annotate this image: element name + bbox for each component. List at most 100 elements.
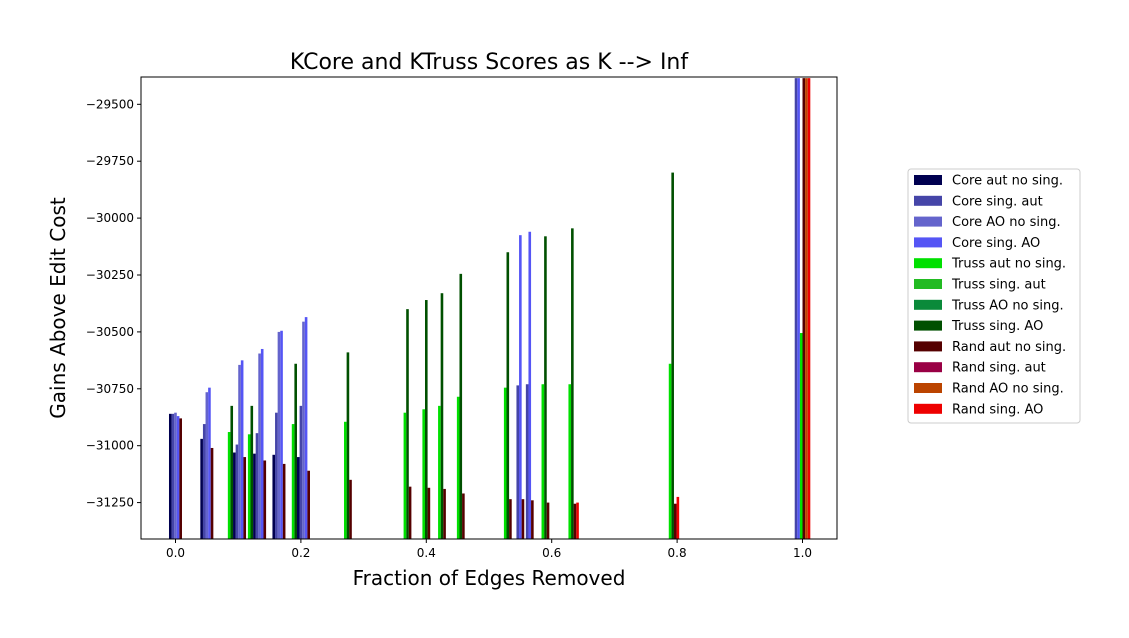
- bar-truss-sing-ao-7: [406, 309, 409, 539]
- legend-swatch: [914, 216, 942, 227]
- bar-rand-aut-no-sing-9: [443, 488, 446, 539]
- bar-truss-aut-no-sing-16: [668, 363, 672, 539]
- bar-core-sing-aut-3: [255, 433, 259, 539]
- legend-entry-label: Core AO no sing.: [952, 215, 1061, 230]
- bar-core-sing-ao-0: [176, 416, 180, 539]
- x-tick-label: 1.0: [793, 546, 812, 560]
- legend-swatch: [914, 383, 942, 393]
- bar-core-sing-aut-12: [516, 385, 520, 539]
- bar-rand-sing-ao-15: [576, 502, 579, 539]
- legend-swatch: [914, 341, 942, 352]
- x-tick-label: 0.6: [542, 546, 561, 560]
- bar-core-sing-ao-13: [528, 231, 532, 539]
- bar-rand-sing-ao-16: [676, 496, 680, 539]
- legend-entry-label: Core sing. AO: [952, 236, 1040, 251]
- bar-rand-aut-no-sing-6: [349, 479, 352, 539]
- legend-entry-label: Core aut no sing.: [952, 174, 1063, 189]
- bar-truss-sing-ao-3: [250, 405, 254, 539]
- bar-rand-aut-no-sing-8: [427, 487, 431, 539]
- legend-entry-label: Truss aut no sing.: [951, 257, 1066, 272]
- bar-core-sing-ao-1: [208, 387, 211, 539]
- bars-layer: [168, 78, 811, 540]
- bar-core-sing-aut-4: [275, 412, 278, 539]
- bar-truss-aut-no-sing-2: [227, 432, 231, 539]
- bar-truss-sing-ao-2: [230, 405, 234, 539]
- bar-core-aut-no-sing-2: [233, 452, 236, 539]
- x-tick-label: 0.4: [417, 546, 436, 560]
- bar-truss-aut-no-sing-6: [344, 421, 347, 539]
- legend-entry-label: Rand aut no sing.: [952, 340, 1066, 355]
- bar-core-sing-ao-5: [304, 317, 308, 539]
- bar-truss-sing-ao-14: [544, 236, 547, 539]
- y-tick-label: −30250: [86, 268, 134, 282]
- bar-rand-aut-no-sing-16: [673, 503, 677, 539]
- legend-swatch: [914, 299, 942, 310]
- bar-core-sing-aut-1: [202, 424, 206, 539]
- legend-entry-label: Rand sing. AO: [952, 402, 1043, 417]
- bar-rand-aut-no-sing-3: [263, 460, 267, 539]
- bar-core-ao-no-sing-4: [277, 331, 281, 539]
- legend-swatch: [914, 175, 942, 185]
- legend-swatch: [914, 320, 942, 331]
- bar-truss-sing-ao-15: [571, 228, 574, 539]
- bar-rand-aut-no-sing-14: [546, 502, 550, 539]
- legend-entry-label: Rand sing. aut: [952, 361, 1046, 376]
- legend-entry-label: Truss AO no sing.: [951, 298, 1064, 313]
- bar-truss-aut-no-sing-7: [403, 412, 407, 539]
- bar-core-aut-no-sing-1: [200, 438, 203, 539]
- legend-entry-label: Truss sing. AO: [951, 319, 1043, 334]
- legend: Core aut no sing. Core sing. aut Core AO n…: [907, 168, 1081, 424]
- legend-swatch: [914, 258, 942, 269]
- bar-truss-aut-no-sing-3: [247, 434, 251, 539]
- legend-swatch: [914, 403, 942, 414]
- chart-title: KCore and KTruss Scores as K --> Inf: [290, 50, 690, 75]
- bar-rand-aut-no-sing-0: [179, 418, 182, 539]
- bar-core-sing-ao-12: [519, 235, 522, 540]
- bar-truss-sing-ao-9: [440, 293, 444, 539]
- bar-core-ao-no-sing-0: [174, 412, 177, 539]
- y-tick-label: −31000: [86, 439, 134, 453]
- x-tick-label: 0.2: [291, 546, 310, 560]
- y-axis-label: Gains Above Edit Cost: [46, 197, 70, 419]
- bar-rand-aut-no-sing-13: [531, 500, 534, 539]
- legend-frame: [907, 168, 1081, 424]
- bar-truss-aut-no-sing-14: [541, 384, 545, 539]
- x-axis: 0.0 0.2 0.4 0.6 0.8 1.0: [166, 539, 812, 560]
- legend-swatch: [914, 362, 942, 373]
- y-tick-label: −30000: [86, 211, 134, 225]
- bar-truss-aut-no-sing-17: [799, 333, 803, 539]
- x-tick-label: 0.0: [166, 546, 185, 560]
- bar-truss-aut-no-sing-9: [438, 405, 441, 539]
- y-axis: −29500 −29750 −30000 −30250 −30500 −30750 −310…: [86, 97, 141, 510]
- bar-core-aut-no-sing-5: [296, 457, 300, 539]
- legend-swatch: [914, 279, 942, 289]
- bar-core-sing-ao-17: [797, 78, 800, 539]
- y-tick-label: −29750: [86, 154, 134, 168]
- legend-entry-label: Truss sing. aut: [951, 278, 1046, 293]
- bar-truss-sing-ao-11: [506, 252, 510, 540]
- bar-core-ao-no-sing-2: [238, 364, 241, 539]
- bar-rand-aut-no-sing-2: [243, 457, 247, 539]
- bar-truss-aut-no-sing-11: [503, 387, 507, 539]
- bar-rand-aut-no-sing-7: [408, 486, 412, 539]
- bar-core-sing-ao-4: [280, 330, 283, 539]
- bar-core-sing-aut-0: [171, 413, 175, 539]
- bar-truss-aut-no-sing-8: [422, 409, 425, 539]
- bar-core-sing-aut-17: [794, 78, 798, 539]
- bar-core-ao-no-sing-1: [205, 392, 209, 539]
- y-tick-label: −30500: [86, 325, 134, 339]
- y-tick-label: −30750: [86, 382, 134, 396]
- x-tick-label: 0.8: [668, 546, 687, 560]
- bar-rand-aut-no-sing-4: [282, 463, 286, 539]
- y-tick-label: −31250: [86, 496, 134, 510]
- bar-core-sing-ao-2: [240, 360, 244, 539]
- bar-core-aut-no-sing-0: [168, 413, 172, 539]
- bar-rand-aut-no-sing-5: [307, 470, 310, 539]
- bar-truss-aut-no-sing-10: [456, 396, 460, 539]
- bar-truss-aut-no-sing-5: [291, 424, 295, 539]
- bar-truss-sing-ao-10: [459, 273, 463, 539]
- bar-rand-aut-no-sing-17: [802, 78, 806, 539]
- bar-rand-aut-no-sing-15: [573, 503, 577, 539]
- bar-truss-sing-ao-6: [346, 352, 350, 539]
